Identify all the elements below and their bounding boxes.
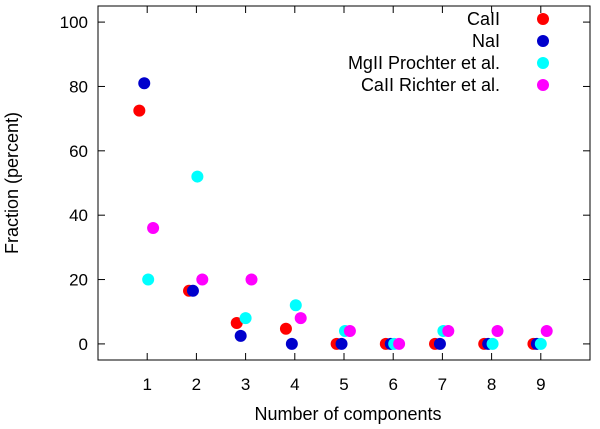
data-point-series-4: [245, 273, 258, 286]
data-point-series-4: [196, 273, 209, 286]
data-point-series-3: [289, 299, 302, 312]
data-point-series-2: [285, 337, 298, 350]
y-tick-label: 60: [69, 142, 88, 161]
y-tick-label: 0: [79, 335, 88, 354]
y-tick-label: 40: [69, 206, 88, 225]
data-point-series-4: [147, 222, 160, 235]
data-point-series-3: [534, 337, 547, 350]
legend-label: NaI: [472, 31, 500, 51]
axis-ticks: 0 20 40 60 80 100 1 2 3 4 5 6 7 8 9: [60, 6, 590, 394]
x-tick-label: 2: [192, 375, 201, 394]
data-point-series-2: [335, 337, 348, 350]
x-tick-label: 8: [487, 375, 496, 394]
legend-label: CaII: [467, 9, 500, 29]
x-tick-label: 9: [536, 375, 545, 394]
plot-frame: [97, 5, 591, 361]
data-point-series-3: [191, 170, 204, 183]
x-tick-label: 4: [290, 375, 299, 394]
data-point-series-2: [138, 77, 151, 90]
x-tick-label: 1: [142, 375, 151, 394]
legend-marker: [537, 57, 549, 69]
data-point-series-4: [491, 325, 504, 338]
x-tick-label: 5: [339, 375, 348, 394]
data-point-series-2: [234, 329, 247, 342]
legend-marker: [537, 79, 549, 91]
data-points: [133, 77, 553, 350]
data-point-series-4: [442, 325, 455, 338]
data-point-series-4: [393, 337, 406, 350]
data-point-series-1: [133, 104, 146, 117]
legend-label: CaII Richter et al.: [361, 75, 500, 95]
data-point-series-4: [294, 312, 307, 325]
y-tick-label: 80: [69, 77, 88, 96]
data-point-series-3: [239, 312, 252, 325]
legend-label: MgII Prochter et al.: [348, 53, 500, 73]
legend-marker: [537, 35, 549, 47]
y-tick-label: 100: [60, 13, 88, 32]
x-tick-label: 7: [438, 375, 447, 394]
y-tick-label: 20: [69, 271, 88, 290]
data-point-series-3: [142, 273, 155, 286]
data-point-series-2: [186, 284, 199, 297]
data-point-series-4: [343, 325, 356, 338]
data-point-series-3: [486, 337, 499, 350]
x-tick-label: 3: [241, 375, 250, 394]
x-axis-title: Number of components: [254, 404, 441, 424]
data-point-series-4: [540, 325, 553, 338]
y-axis-title: Fraction (percent): [2, 112, 22, 254]
data-point-series-1: [279, 322, 292, 335]
x-tick-label: 6: [388, 375, 397, 394]
data-point-series-1: [230, 316, 243, 329]
data-point-series-2: [433, 337, 446, 350]
legend-marker: [537, 13, 549, 25]
